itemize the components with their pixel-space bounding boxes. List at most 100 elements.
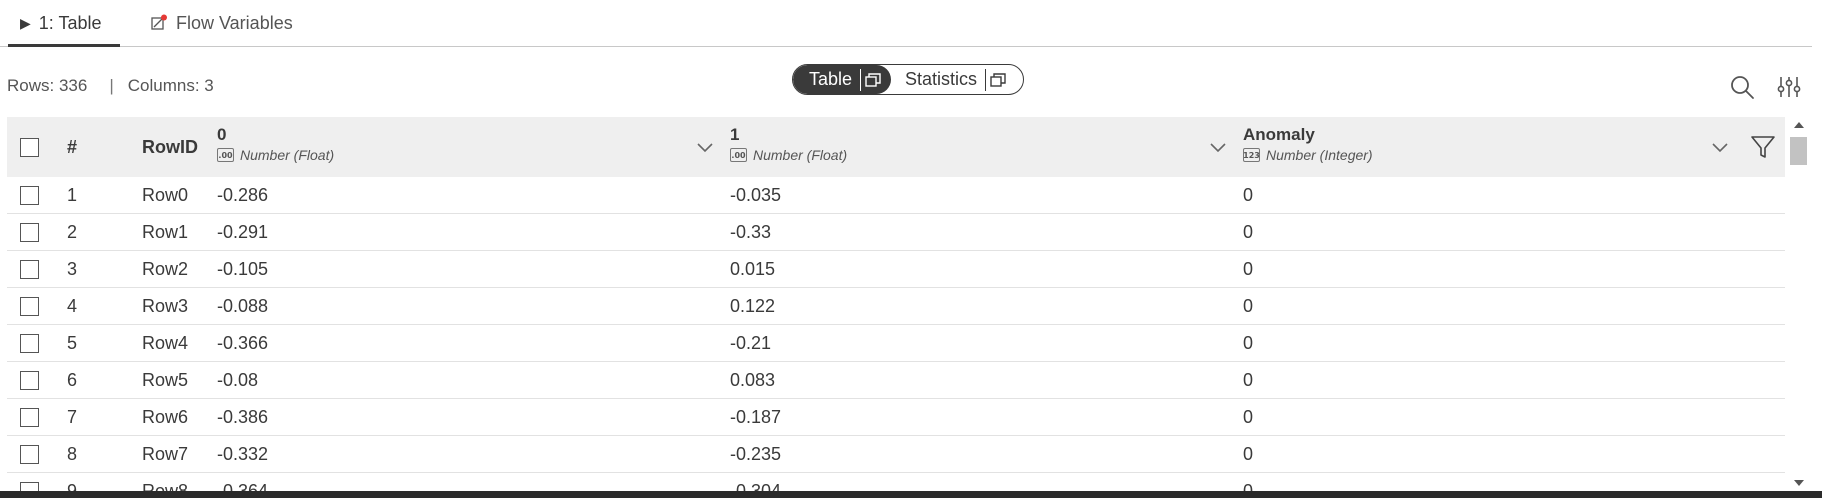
sliders-icon[interactable] (1776, 74, 1802, 100)
scroll-down-arrow-icon[interactable] (1786, 475, 1812, 491)
table-row[interactable]: 5 Row4 -0.366 -0.21 0 (7, 325, 1785, 362)
chevron-down-icon[interactable] (1710, 137, 1730, 157)
row-index: 5 (67, 332, 78, 353)
column-name: Anomaly (1243, 125, 1315, 144)
toggle-table[interactable]: Table (793, 65, 891, 94)
tab-table-label: 1: Table (38, 12, 102, 33)
tab-flow-variables-label: Flow Variables (176, 12, 293, 33)
row-index: 8 (67, 443, 78, 464)
tab-flow-variables[interactable]: Flow Variables (150, 0, 293, 46)
row-index: 7 (67, 406, 78, 427)
scrollbar-thumb[interactable] (1790, 137, 1807, 165)
row-select-cell (20, 399, 39, 435)
row-checkbox[interactable] (20, 444, 39, 464)
cell-column-0: -0.364 (217, 480, 269, 492)
column-name: 1 (730, 125, 740, 144)
row-select-cell (20, 177, 39, 213)
header-column-0[interactable]: 0 .00 Number (Float) (217, 117, 717, 177)
row-checkbox[interactable] (20, 185, 39, 205)
row-id: Row1 (142, 221, 189, 242)
row-checkbox[interactable] (20, 407, 39, 427)
cell-column-1: -0.235 (730, 443, 782, 464)
cell-column-0: -0.286 (217, 184, 269, 205)
data-table: # RowID 0 .00 Number (Float) 1 .00 Numbe… (7, 117, 1785, 491)
row-checkbox[interactable] (20, 296, 39, 316)
column-type: .00 Number (Float) (730, 147, 1230, 163)
open-in-window-icon[interactable] (985, 68, 1010, 91)
cell-anomaly: 0 (1243, 480, 1254, 492)
row-checkbox[interactable] (20, 222, 39, 242)
float-type-icon: .00 (217, 148, 234, 162)
cell-column-0: -0.332 (217, 443, 269, 464)
header-select-all-cell (20, 117, 39, 177)
table-header: # RowID 0 .00 Number (Float) 1 .00 Numbe… (7, 117, 1785, 177)
cell-column-0: -0.386 (217, 406, 269, 427)
row-checkbox[interactable] (20, 481, 39, 491)
row-id: Row7 (142, 443, 189, 464)
cell-column-1: 0.083 (730, 369, 776, 390)
row-id: Row4 (142, 332, 189, 353)
flow-variables-icon (151, 14, 167, 30)
search-icon[interactable] (1729, 74, 1755, 100)
row-checkbox[interactable] (20, 259, 39, 279)
row-index: 4 (67, 295, 78, 316)
cell-anomaly: 0 (1243, 406, 1254, 427)
column-type-label: Number (Float) (240, 147, 335, 163)
table-row[interactable]: 2 Row1 -0.291 -0.33 0 (7, 214, 1785, 251)
row-index: 9 (67, 480, 78, 492)
toggle-statistics[interactable]: Statistics (891, 65, 1010, 94)
select-all-checkbox[interactable] (20, 137, 39, 157)
table-row[interactable]: 7 Row6 -0.386 -0.187 0 (7, 399, 1785, 436)
cell-column-1: 0.122 (730, 295, 776, 316)
cell-column-1: -0.304 (730, 480, 782, 492)
vertical-scrollbar[interactable] (1786, 117, 1812, 491)
table-row[interactable]: 9 Row8 -0.364 -0.304 0 (7, 473, 1785, 491)
cell-anomaly: 0 (1243, 443, 1254, 464)
cell-anomaly: 0 (1243, 332, 1254, 353)
chevron-down-icon[interactable] (695, 137, 715, 157)
row-index: 3 (67, 258, 78, 279)
header-index: # (67, 136, 78, 157)
filter-icon[interactable] (1750, 134, 1776, 160)
integer-type-icon: 123 (1243, 148, 1260, 162)
row-select-cell (20, 473, 39, 491)
row-id: Row2 (142, 258, 189, 279)
active-tab-underline (8, 44, 120, 47)
header-rowid[interactable]: RowID (142, 136, 198, 157)
column-type: .00 Number (Float) (217, 147, 717, 163)
cell-anomaly: 0 (1243, 295, 1254, 316)
toggle-table-label: Table (809, 69, 853, 89)
row-select-cell (20, 436, 39, 472)
column-type: 123 Number (Integer) (1243, 147, 1723, 163)
toggle-statistics-label: Statistics (905, 69, 978, 89)
table-info: Rows: 336 | Columns: 3 (7, 76, 214, 96)
cell-column-0: -0.105 (217, 258, 269, 279)
table-row[interactable]: 3 Row2 -0.105 0.015 0 (7, 251, 1785, 288)
cell-anomaly: 0 (1243, 184, 1254, 205)
cell-column-0: -0.366 (217, 332, 269, 353)
table-row[interactable]: 6 Row5 -0.08 0.083 0 (7, 362, 1785, 399)
row-select-cell (20, 251, 39, 287)
scroll-up-arrow-icon[interactable] (1786, 117, 1812, 133)
row-checkbox[interactable] (20, 370, 39, 390)
row-index: 2 (67, 221, 78, 242)
table-row[interactable]: 1 Row0 -0.286 -0.035 0 (7, 177, 1785, 214)
tab-table[interactable]: ▶ 1: Table (8, 0, 120, 47)
header-column-1[interactable]: 1 .00 Number (Float) (730, 117, 1230, 177)
cell-anomaly: 0 (1243, 369, 1254, 390)
cell-anomaly: 0 (1243, 221, 1254, 242)
table-row[interactable]: 4 Row3 -0.088 0.122 0 (7, 288, 1785, 325)
bottom-border-bar (0, 491, 1822, 498)
cell-column-1: -0.21 (730, 332, 772, 353)
open-in-window-icon[interactable] (860, 68, 885, 91)
chevron-down-icon[interactable] (1208, 137, 1228, 157)
row-checkbox[interactable] (20, 333, 39, 353)
column-type-label: Number (Integer) (1266, 147, 1373, 163)
column-count: Columns: 3 (127, 76, 214, 95)
play-triangle-icon: ▶ (20, 14, 31, 31)
row-id: Row6 (142, 406, 189, 427)
row-id: Row8 (142, 480, 189, 492)
header-column-anomaly[interactable]: Anomaly 123 Number (Integer) (1243, 117, 1723, 177)
table-row[interactable]: 8 Row7 -0.332 -0.235 0 (7, 436, 1785, 473)
row-select-cell (20, 325, 39, 361)
